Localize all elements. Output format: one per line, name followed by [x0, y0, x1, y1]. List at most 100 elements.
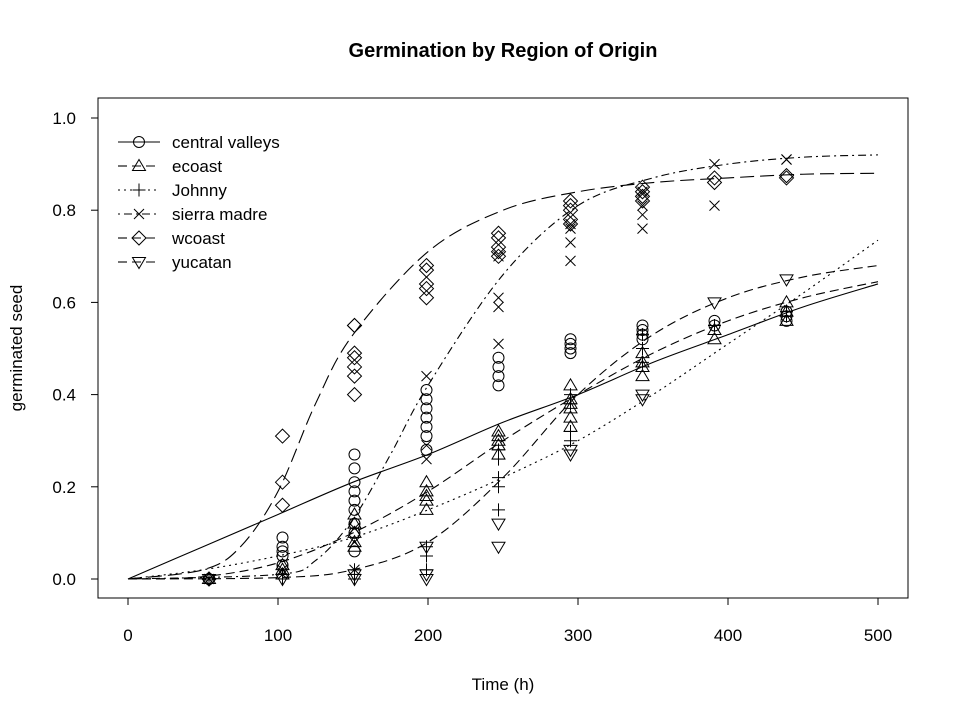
data-point-sierra-madre — [421, 439, 432, 451]
data-point-sierra-madre — [781, 154, 792, 165]
data-point-central-valleys — [564, 347, 577, 360]
data-point-sierra-madre — [493, 292, 504, 304]
data-point-ecoast — [419, 488, 434, 502]
data-point-central-valleys — [348, 448, 361, 461]
data-point-central-valleys — [564, 342, 577, 355]
data-point-johnny — [636, 328, 649, 342]
legend: central valleys ecoast Johnny sierra madre w… — [118, 133, 280, 272]
data-point-ecoast — [563, 410, 578, 423]
data-point-central-valleys — [276, 549, 289, 562]
y-tick-label: 0.4 — [52, 386, 76, 405]
data-point-wcoast — [418, 280, 435, 297]
data-point-central-valleys — [420, 383, 433, 396]
data-point-central-valleys — [348, 462, 361, 475]
data-point-central-valleys — [492, 370, 505, 383]
data-point-ecoast — [635, 359, 650, 372]
data-point-johnny — [636, 342, 649, 355]
data-point-central-valleys — [276, 531, 289, 544]
data-point-sierra-madre — [637, 209, 648, 221]
fit-line-central-valleys — [127, 283, 879, 580]
y-axis-label: germinated seed — [7, 285, 26, 412]
data-point-johnny — [780, 305, 793, 319]
data-point-sierra-madre — [637, 223, 648, 234]
data-point-wcoast — [562, 197, 579, 214]
data-point-johnny — [564, 424, 577, 438]
data-point-sierra-madre — [709, 158, 720, 170]
data-point-johnny — [564, 388, 577, 402]
data-point-ecoast — [419, 502, 434, 515]
data-point-wcoast — [490, 239, 507, 255]
data-point-wcoast — [346, 359, 363, 375]
data-point-yucatan — [347, 574, 362, 587]
y-tick-label: 0.8 — [52, 201, 76, 220]
legend-marker-ecoast — [131, 158, 147, 171]
data-point-ecoast — [347, 534, 362, 548]
data-point-johnny — [492, 471, 505, 485]
data-point-wcoast — [706, 170, 723, 186]
fit-line-yucatan — [127, 264, 879, 580]
data-point-sierra-madre — [349, 522, 360, 534]
y-tick-label: 1.0 — [52, 109, 76, 128]
fit-line-johnny — [127, 239, 879, 580]
data-point-central-valleys — [348, 526, 361, 539]
data-point-johnny — [492, 443, 505, 457]
data-point-sierra-madre — [565, 223, 576, 234]
data-point-ecoast — [635, 368, 650, 382]
data-point-yucatan — [275, 574, 290, 587]
data-point-central-valleys — [420, 430, 433, 443]
data-point-yucatan — [635, 389, 650, 403]
legend-marker-sierra-madre — [133, 208, 145, 220]
data-point-yucatan — [563, 444, 578, 458]
data-point-yucatan — [563, 449, 578, 463]
data-point-yucatan — [347, 569, 362, 582]
data-point-central-valleys — [420, 411, 433, 424]
data-point-sierra-madre — [277, 564, 288, 576]
data-point-central-valleys — [348, 485, 361, 498]
data-point-yucatan — [779, 274, 794, 287]
data-point-ecoast — [779, 313, 794, 326]
x-tick-label: 300 — [564, 626, 592, 645]
data-point-johnny — [708, 318, 721, 332]
x-axis: 0 100 200 300 400 500 — [123, 597, 892, 645]
data-point-wcoast — [778, 170, 795, 186]
data-point-yucatan — [491, 541, 506, 555]
data-point-wcoast — [346, 345, 363, 361]
fit-line-ecoast — [127, 281, 879, 580]
data-point-ecoast — [419, 483, 434, 497]
x-axis-label: Time (h) — [472, 675, 535, 694]
data-point-ecoast — [491, 423, 506, 437]
data-point-central-valleys — [564, 337, 577, 350]
data-point-sierra-madre — [421, 453, 432, 465]
data-point-yucatan — [491, 518, 506, 532]
data-point-yucatan — [419, 574, 434, 587]
y-tick-label: 0.2 — [52, 478, 76, 497]
data-point-yucatan — [419, 569, 434, 582]
data-point-wcoast — [346, 368, 363, 384]
x-tick-label: 100 — [264, 626, 292, 645]
data-point-yucatan — [707, 297, 722, 310]
data-point-wcoast — [418, 262, 435, 278]
x-tick-label: 500 — [864, 626, 892, 645]
chart-title: Germination by Region of Origin — [349, 40, 658, 62]
data-point-sierra-madre — [493, 301, 504, 313]
data-point-sierra-madre — [709, 200, 720, 211]
data-point-central-valleys — [420, 443, 433, 456]
data-point-wcoast — [346, 317, 363, 334]
x-tick-label: 0 — [123, 626, 132, 645]
data-point-wcoast — [562, 202, 579, 218]
x-tick-label: 400 — [714, 626, 742, 645]
data-point-central-valleys — [348, 476, 361, 489]
data-point-central-valleys — [276, 540, 289, 553]
legend-label-sierra-madre: sierra madre — [172, 205, 267, 224]
data-point-ecoast — [707, 322, 722, 336]
data-point-wcoast — [274, 474, 291, 490]
data-point-central-valleys — [492, 351, 505, 364]
data-point-wcoast — [562, 211, 579, 228]
data-point-johnny — [636, 355, 649, 369]
data-point-yucatan — [201, 574, 217, 587]
y-tick-label: 0.0 — [52, 570, 76, 589]
data-point-central-valleys — [492, 360, 505, 373]
data-point-central-valleys — [564, 333, 577, 346]
